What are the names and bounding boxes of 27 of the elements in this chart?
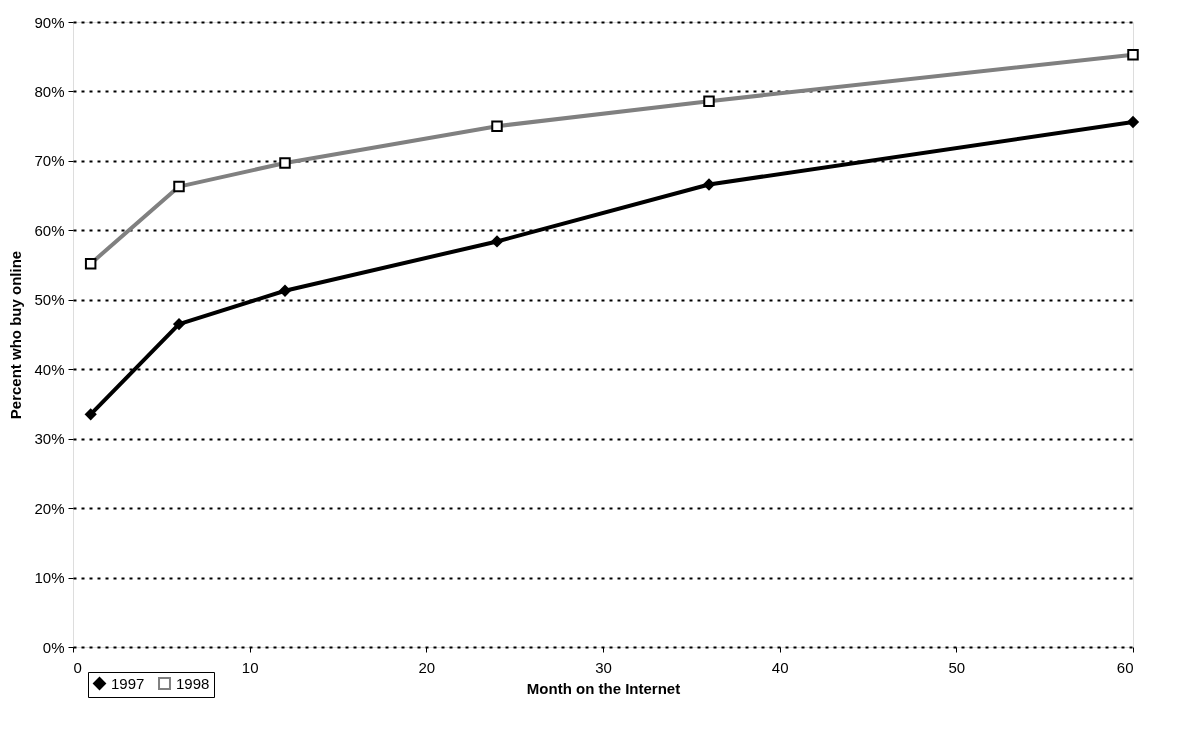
y-tick-label: 90% bbox=[34, 13, 65, 31]
y-tick-label: 40% bbox=[34, 360, 65, 378]
legend-label: 1997 bbox=[111, 674, 145, 692]
y-tick-label: 20% bbox=[34, 499, 65, 517]
point bbox=[1127, 116, 1139, 128]
y-tick-label: 70% bbox=[34, 152, 65, 170]
legend-label: 1998 bbox=[176, 674, 210, 692]
x-tick-label: 40 bbox=[771, 658, 789, 676]
point bbox=[173, 318, 185, 330]
y-axis-title: Percent who buy online bbox=[7, 250, 25, 420]
y-tick-label: 60% bbox=[34, 221, 65, 239]
x-axis-title: Month on the Internet bbox=[526, 679, 681, 697]
y-tick-label: 10% bbox=[34, 569, 65, 587]
y-tick-label: 50% bbox=[34, 291, 65, 309]
x-tick-label: 30 bbox=[595, 658, 612, 676]
point bbox=[491, 235, 503, 248]
point bbox=[84, 408, 97, 421]
x-tick-label: 50 bbox=[948, 658, 966, 676]
point bbox=[279, 285, 291, 297]
x-tick-label: 0 bbox=[73, 658, 82, 676]
x-tick-label: 60 bbox=[1116, 658, 1134, 676]
y-tick-label: 30% bbox=[34, 430, 65, 448]
x-tick-label: 20 bbox=[418, 658, 436, 676]
point bbox=[703, 178, 715, 191]
y-tick-label: 0% bbox=[42, 638, 65, 656]
y-tick-label: 80% bbox=[34, 82, 65, 100]
x-tick-label: 10 bbox=[241, 658, 259, 676]
